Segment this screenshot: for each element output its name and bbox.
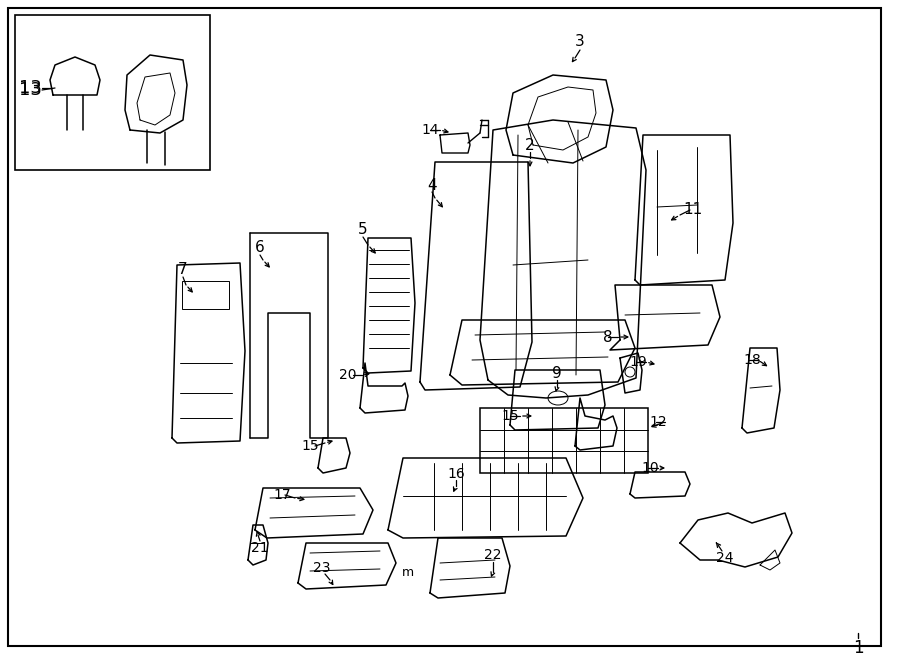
Text: 11: 11	[683, 202, 703, 217]
Text: 8: 8	[603, 329, 613, 344]
Text: 4: 4	[428, 178, 436, 192]
Text: 13: 13	[19, 81, 41, 99]
Text: 21: 21	[251, 541, 269, 555]
Text: 1: 1	[852, 639, 863, 657]
Text: 24: 24	[716, 551, 734, 565]
Text: 15: 15	[302, 439, 319, 453]
Text: 20: 20	[339, 368, 356, 382]
Text: 15: 15	[501, 409, 518, 423]
Bar	[15, 15, 210, 170]
Text: 16: 16	[447, 467, 465, 481]
Text: 23: 23	[313, 561, 331, 575]
Text: m: m	[402, 566, 414, 578]
Text: 9: 9	[552, 366, 562, 381]
Text: 2: 2	[526, 137, 535, 153]
Text: 12: 12	[649, 415, 667, 429]
Text: 17: 17	[274, 488, 291, 502]
Bar	[182, 281, 229, 309]
Text: 3: 3	[575, 34, 585, 50]
Text: 19: 19	[629, 355, 647, 369]
Text: 7: 7	[178, 262, 188, 278]
Text: 6: 6	[255, 241, 265, 256]
Text: 5: 5	[358, 223, 368, 237]
Text: 14: 14	[421, 123, 439, 137]
Bar	[480, 408, 648, 473]
Text: 18: 18	[743, 353, 760, 367]
Text: 10: 10	[641, 461, 659, 475]
Text: 13: 13	[19, 79, 41, 97]
Text: 22: 22	[484, 548, 502, 562]
